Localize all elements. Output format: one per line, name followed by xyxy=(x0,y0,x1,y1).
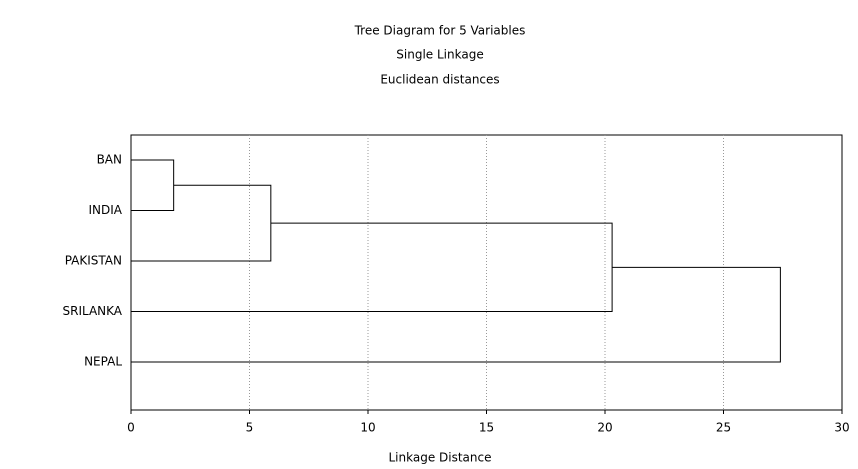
x-tick-label: 30 xyxy=(834,421,849,435)
x-tick-label: 10 xyxy=(360,421,375,435)
x-tick-label: 25 xyxy=(716,421,731,435)
merge-link xyxy=(131,222,613,312)
x-tick-label: 15 xyxy=(479,421,494,435)
chart-subtitle: Single Linkage xyxy=(396,48,483,62)
leaf-label: PAKISTAN xyxy=(65,254,122,268)
x-tick-label: 20 xyxy=(597,421,612,435)
leaf-label: NEPAL xyxy=(84,355,122,369)
leaf-label: SRILANKA xyxy=(62,304,122,318)
x-tick-label: 5 xyxy=(246,421,254,435)
x-tick-label: 0 xyxy=(127,421,135,435)
leaf-label: INDIA xyxy=(88,203,122,217)
chart-subtitle: Euclidean distances xyxy=(380,73,499,87)
leaf-label: BAN xyxy=(97,153,122,167)
merge-link xyxy=(131,266,781,363)
plot-frame xyxy=(130,134,843,411)
x-axis-label: Linkage Distance xyxy=(388,451,491,465)
chart-title: Tree Diagram for 5 Variables xyxy=(354,24,526,38)
merge-link xyxy=(131,159,175,211)
